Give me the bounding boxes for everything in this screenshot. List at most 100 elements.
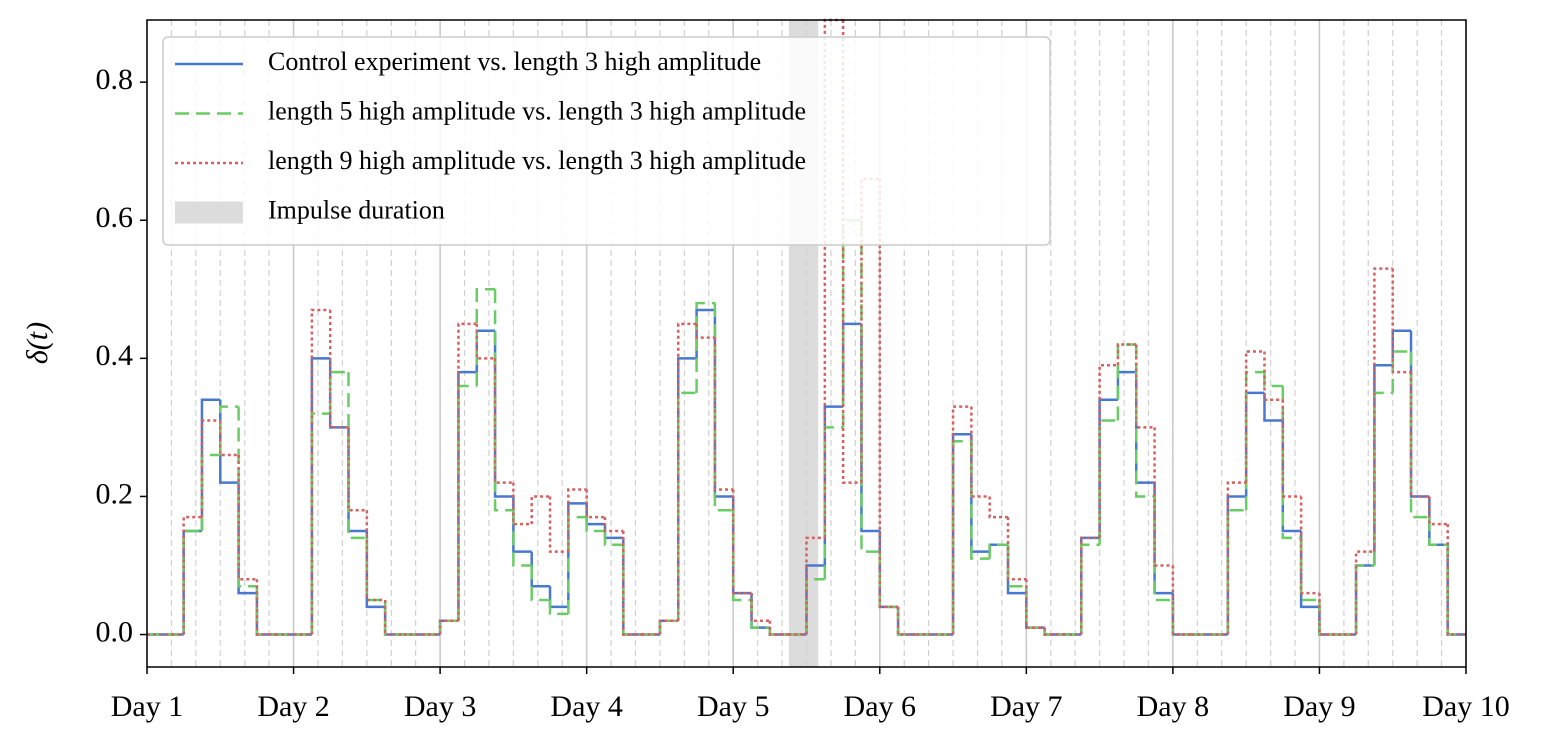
step-segment — [530, 565, 551, 602]
step-segment — [1428, 496, 1448, 526]
axes-frame — [146, 19, 1467, 668]
step-segment — [383, 600, 404, 636]
step-segment — [1098, 419, 1118, 545]
step-segment — [1373, 391, 1393, 566]
step-segment — [1281, 420, 1302, 533]
step-segment — [1006, 544, 1027, 588]
step-segment — [1391, 350, 1412, 393]
step-segment — [1025, 586, 1045, 629]
legend-label: Impulse duration — [268, 195, 445, 224]
step-segment — [658, 619, 679, 635]
step-segment — [1299, 530, 1320, 609]
step-segment — [347, 372, 367, 540]
step-segment — [548, 586, 569, 609]
step-segment — [365, 530, 386, 609]
step-segment — [1446, 544, 1466, 636]
step-segment — [493, 330, 514, 498]
step-segment — [1116, 370, 1137, 400]
x-tick-label: Day 5 — [697, 690, 769, 723]
step-segment — [475, 323, 496, 360]
step-segment — [1080, 536, 1100, 635]
x-tick-label: Day 4 — [550, 690, 622, 723]
y-tick-label: 0.8 — [96, 63, 134, 96]
x-tick-label: Day 8 — [1137, 690, 1209, 723]
step-segment — [1116, 343, 1137, 366]
step-segment — [548, 496, 569, 553]
step-segment — [805, 536, 825, 635]
x-tick-label: Day 7 — [990, 690, 1062, 723]
step-segment — [493, 358, 514, 484]
y-tick-label: 0.6 — [96, 201, 134, 234]
step-segment — [1428, 517, 1448, 547]
step-segment — [1006, 517, 1027, 581]
step-segment — [255, 579, 276, 636]
step-segment — [1244, 391, 1265, 497]
step-segment — [1135, 344, 1155, 498]
step-segment — [603, 524, 624, 540]
step-segment — [1409, 351, 1430, 519]
step-segment — [237, 455, 257, 581]
step-segment — [1153, 496, 1173, 602]
step-segment — [1226, 509, 1247, 635]
step-segment — [750, 593, 770, 629]
step-segment — [310, 357, 331, 635]
step-segment — [493, 289, 514, 512]
step-segment — [530, 551, 551, 588]
step-segment — [567, 515, 587, 614]
step-segment — [200, 453, 221, 531]
step-segment — [585, 503, 605, 526]
step-segment — [1391, 329, 1412, 366]
step-segment — [347, 427, 367, 512]
step-segment — [695, 308, 715, 359]
step-segment — [365, 537, 386, 602]
step-segment — [841, 20, 862, 484]
x-tick-label: Day 10 — [1422, 690, 1509, 723]
step-segment — [878, 178, 899, 609]
step-segment — [347, 427, 367, 533]
step-segment — [1080, 536, 1100, 635]
step-segment — [1171, 593, 1192, 636]
step-segment — [970, 406, 990, 498]
step-segment — [1446, 524, 1466, 636]
step-segment — [878, 551, 899, 609]
step-segment — [658, 619, 679, 635]
x-tick-label: Day 2 — [257, 690, 329, 723]
step-segment — [475, 288, 496, 386]
step-segment — [823, 405, 844, 566]
step-segment — [1299, 496, 1320, 595]
step-segment — [951, 433, 972, 635]
step-segment — [1153, 427, 1173, 567]
legend-label: Control experiment vs. length 3 high amp… — [268, 47, 761, 76]
legend-label: length 5 high amplitude vs. length 3 hig… — [268, 96, 806, 125]
step-segment — [896, 606, 917, 636]
step-segment — [1281, 399, 1302, 498]
step-segment — [237, 482, 257, 595]
step-segment — [841, 322, 862, 407]
step-segment — [1244, 350, 1265, 483]
step-segment — [512, 510, 532, 567]
step-segment — [1373, 267, 1393, 552]
step-segment — [328, 310, 349, 429]
step-segment — [182, 529, 202, 635]
step-segment — [1153, 482, 1173, 595]
step-segment — [365, 510, 386, 602]
y-tick-label: 0.4 — [96, 339, 134, 372]
step-segment — [310, 308, 331, 635]
x-tick-label: Day 1 — [111, 690, 183, 723]
legend-box — [162, 36, 1051, 246]
step-segment — [970, 441, 990, 560]
step-segment — [219, 405, 239, 456]
step-segment — [622, 537, 642, 636]
step-segment — [896, 606, 917, 636]
step-segment — [237, 406, 257, 588]
step-segment — [713, 310, 734, 498]
step-segment — [1318, 606, 1338, 636]
step-segment — [548, 600, 569, 616]
step-segment — [585, 517, 605, 533]
step-segment — [1409, 330, 1430, 498]
step-segment — [255, 593, 276, 636]
step-segment — [328, 358, 349, 429]
step-segment — [658, 619, 679, 635]
step-segment — [860, 220, 880, 553]
